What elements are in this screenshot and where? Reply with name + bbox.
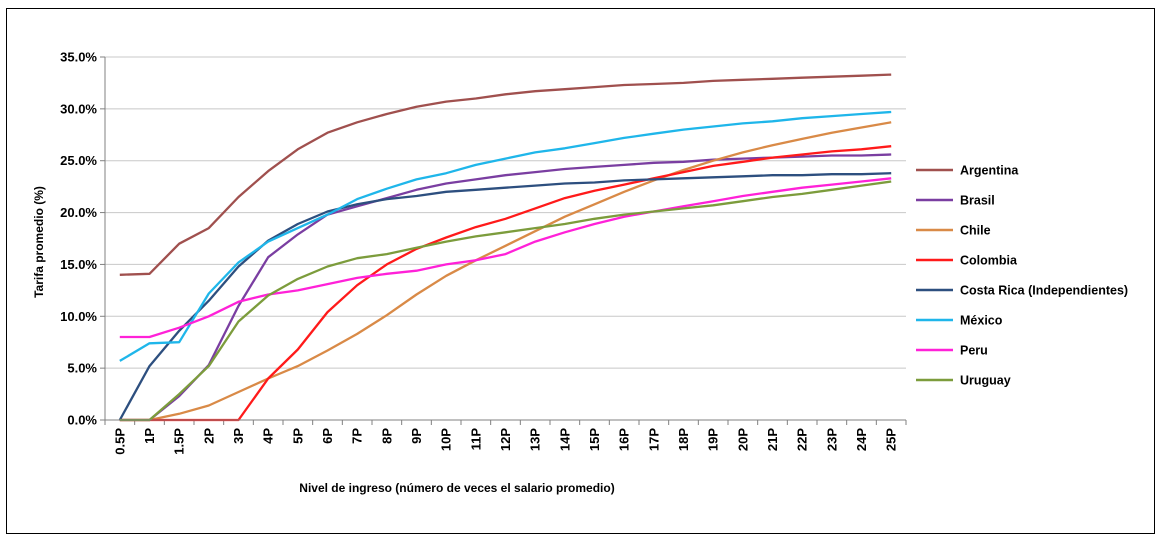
series-line-colombia	[119, 145, 892, 422]
series-line-brasil	[119, 153, 892, 422]
x-tick-label: 11P	[468, 428, 483, 451]
legend: Argentina Brasil Chile Colombia Costa Rica (…	[916, 164, 1128, 388]
x-tick-label: 13P	[528, 428, 543, 451]
series-line-argentina	[119, 73, 892, 276]
series-line-peru	[119, 177, 892, 339]
x-tick-label: 20P	[735, 428, 750, 451]
x-tick-label: 1P	[142, 428, 157, 444]
x-tick-label: 10P	[439, 428, 454, 451]
legend-label-argentina: Argentina	[960, 164, 1019, 178]
x-tick-label: 1.5P	[172, 428, 187, 455]
y-tick-label: 25.0%	[60, 153, 97, 168]
y-tick-label: 5.0%	[67, 361, 97, 376]
axes	[104, 57, 906, 421]
x-tick-label: 2P	[201, 428, 216, 444]
x-tick-label: 14P	[557, 428, 572, 451]
series-lines	[118, 73, 892, 422]
x-tick-label: 23P	[824, 428, 839, 451]
legend-label-brasil: Brasil	[960, 194, 995, 208]
series-line-m-xico	[119, 110, 892, 362]
series-line-costa-rica-independientes-	[118, 172, 892, 421]
y-tick-label: 30.0%	[60, 101, 97, 116]
x-tick-label: 18P	[676, 428, 691, 451]
y-tick-label: 35.0%	[60, 50, 97, 65]
x-tick-label: 25P	[884, 428, 899, 451]
y-tick-label: 0.0%	[67, 413, 97, 428]
legend-label-uruguay: Uruguay	[960, 374, 1011, 388]
x-tick-label: 22P	[795, 428, 810, 451]
x-tick-label: 0.5P	[112, 428, 127, 455]
x-axis-ticks: 0.5P 1P 1.5P 2P 3P 4P 5P 6P 7P 8P 9P 10P 11P 12P 13P 14…	[104, 420, 907, 455]
x-tick-label: 16P	[617, 428, 632, 451]
x-tick-label: 5P	[290, 428, 305, 444]
x-axis-title: Nivel de ingreso (número de veces el sal…	[299, 481, 614, 495]
x-tick-label: 7P	[350, 428, 365, 444]
gridlines	[105, 56, 906, 369]
y-tick-label: 15.0%	[60, 257, 97, 272]
x-tick-label: 17P	[646, 428, 661, 451]
legend-label-chile: Chile	[960, 224, 991, 238]
x-tick-label: 3P	[231, 428, 246, 444]
x-tick-label: 19P	[706, 428, 721, 451]
x-tick-label: 21P	[765, 428, 780, 451]
x-tick-label: 9P	[409, 428, 424, 444]
legend-label-m-xico: México	[960, 314, 1003, 328]
y-tick-label: 10.0%	[60, 309, 97, 324]
x-tick-label: 12P	[498, 428, 513, 451]
chart-frame	[6, 8, 1155, 534]
y-axis-title: Tarifa promedio (%)	[32, 186, 46, 298]
x-tick-label: 6P	[320, 428, 335, 444]
series-line-chile	[119, 121, 892, 422]
series-line-uruguay	[119, 180, 892, 422]
x-tick-label: 4P	[261, 428, 276, 444]
x-tick-label: 8P	[379, 428, 394, 444]
legend-label-costa-rica-independientes-: Costa Rica (Independientes)	[960, 284, 1128, 298]
x-tick-label: 15P	[587, 428, 602, 451]
x-tick-label: 24P	[854, 428, 869, 451]
y-axis-ticks: 0.0% 5.0% 10.0% 15.0% 20.0% 25.0% 30.0% 35.0%	[60, 50, 105, 428]
legend-label-peru: Peru	[960, 344, 988, 358]
y-tick-label: 20.0%	[60, 205, 97, 220]
legend-label-colombia: Colombia	[960, 254, 1018, 268]
